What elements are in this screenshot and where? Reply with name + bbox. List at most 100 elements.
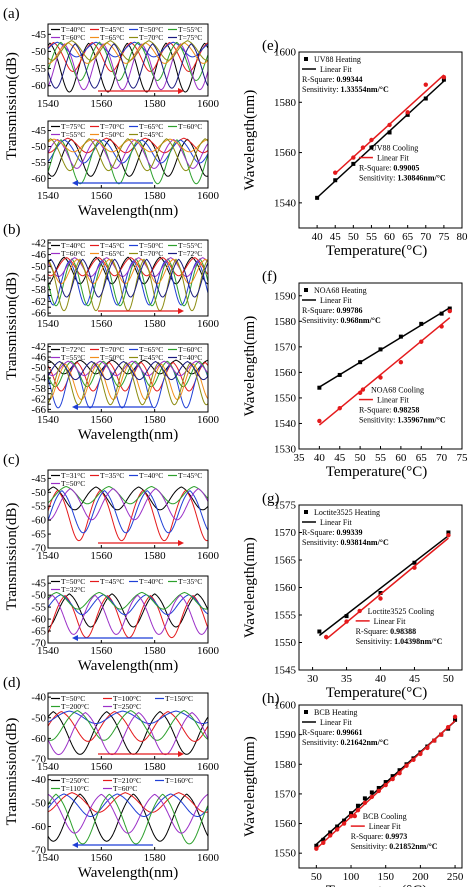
legend-label: T=50°C (61, 694, 85, 703)
y-tick-label: -60 (31, 173, 46, 185)
data-point (355, 808, 361, 813)
panel-label: (c) (3, 452, 20, 468)
y-tick-label: -55 (31, 157, 46, 169)
spectrum-curve-1 (48, 594, 208, 639)
legend-label: T=45°C (139, 353, 163, 362)
r-square-text: R-Square: 0.98388 (356, 627, 416, 636)
r-square-text: R-Square: 0.9973 (351, 832, 407, 841)
legend-fit-label: Linear Fit (377, 396, 410, 405)
data-point (446, 530, 451, 535)
y-tick-label: -66 (31, 404, 46, 416)
spectrum-curve-0 (48, 486, 208, 511)
spectrum-curve-0 (48, 593, 208, 628)
data-point (317, 385, 322, 390)
data-point (441, 74, 447, 80)
x-tick-label: 45 (334, 452, 346, 464)
x-tick-label: 65 (416, 452, 428, 464)
y-tick-label: 1575 (274, 500, 297, 512)
legend-label: T=50°C (139, 241, 163, 250)
y-tick-label: -45 (31, 125, 46, 137)
legend-label: T=60°C (178, 345, 202, 354)
legend-label: T=65°C (100, 249, 124, 258)
y-tick-label: 1580 (274, 759, 297, 771)
y-tick-label: 1550 (274, 392, 297, 404)
plot-frame (298, 704, 463, 869)
data-point (438, 732, 444, 737)
x-tick-label: 50 (355, 452, 367, 464)
legend-label: T=150°C (165, 694, 193, 703)
legend-label: T=60°C (113, 784, 137, 793)
legend-label: T=55°C (61, 353, 85, 362)
spectrum-plot-a-cooling: T=75°C T=70°C T=65°C T=60°C T=55°C T=50°C T=45… (31, 120, 220, 202)
legend-label: T=210°C (113, 776, 141, 785)
data-point (423, 82, 428, 87)
x-axis-label: Wavelength(nm) (78, 427, 178, 443)
y-tick-label: -55 (31, 501, 46, 513)
x-tick-label: 150 (377, 871, 394, 883)
x-tick-label: 40 (312, 231, 324, 243)
legend-label: T=55°C (178, 25, 202, 34)
shift-arrowhead (178, 751, 184, 757)
x-tick-label: 1560 (90, 414, 113, 426)
data-point (378, 591, 383, 595)
x-tick-label: 1600 (197, 318, 220, 330)
y-tick-label: -55 (31, 63, 46, 75)
y-tick-label: -70 (31, 845, 46, 857)
y-tick-label: -50 (31, 487, 46, 499)
y-tick-label: -65 (31, 626, 46, 638)
data-point (447, 306, 452, 311)
data-point (397, 770, 402, 776)
data-point (419, 339, 424, 344)
spectrum-curve-6 (48, 40, 208, 61)
legend-label: T=60°C (61, 33, 85, 42)
plot-frame (47, 774, 209, 851)
data-point (445, 725, 451, 730)
data-point (369, 794, 375, 800)
y-tick-label: -54 (31, 273, 46, 285)
y-axis-label: Wavelength(nm) (242, 736, 258, 836)
x-tick-label: 1600 (197, 98, 220, 110)
x-tick-label: 1580 (144, 550, 167, 562)
y-tick-label: -45 (31, 29, 46, 41)
legend-marker (357, 608, 362, 614)
y-tick-label: -45 (31, 473, 46, 485)
legend-label: T=70°C (100, 345, 124, 354)
y-tick-label: 1540 (274, 418, 297, 430)
x-axis-label: Temperature(°C) (326, 464, 428, 480)
x-tick-label: 65 (402, 231, 414, 243)
data-point (357, 390, 363, 396)
y-tick-label: -45 (31, 578, 46, 590)
legend-label: T=65°C (139, 345, 163, 354)
x-tick-label: 1580 (144, 645, 167, 657)
spectrum-curve-1 (48, 137, 208, 154)
data-point (314, 846, 319, 851)
data-point (344, 614, 349, 619)
y-tick-label: -55 (31, 602, 46, 614)
panel-label: (b) (3, 222, 21, 238)
panel-label: (g) (262, 491, 280, 507)
x-axis-label: Temperature(°C) (326, 243, 428, 259)
data-point (328, 833, 333, 838)
data-point (425, 745, 430, 751)
spectrum-curve-3 (48, 591, 208, 610)
data-point (418, 751, 423, 757)
legend-label: T=200°C (61, 702, 89, 711)
x-tick-label: 30 (307, 673, 319, 685)
x-tick-label: 45 (330, 231, 342, 243)
x-tick-label: 1600 (197, 761, 220, 773)
legend-label: T=45°C (100, 577, 124, 586)
y-tick-label: -60 (31, 821, 46, 833)
spectrum-plot-d-cooling: T=250°C T=210°C T=160°C T=110°C T=60°C -40 -50… (31, 774, 219, 864)
data-point (333, 178, 338, 183)
y-tick-label: 1530 (274, 444, 297, 456)
y-tick-label: -42 (31, 237, 46, 249)
y-axis-label: Wavelength(nm) (242, 537, 258, 637)
data-point (390, 774, 395, 779)
x-tick-label: 80 (457, 231, 469, 243)
x-tick-label: 1600 (197, 414, 220, 426)
x-tick-label: 1540 (37, 190, 60, 202)
